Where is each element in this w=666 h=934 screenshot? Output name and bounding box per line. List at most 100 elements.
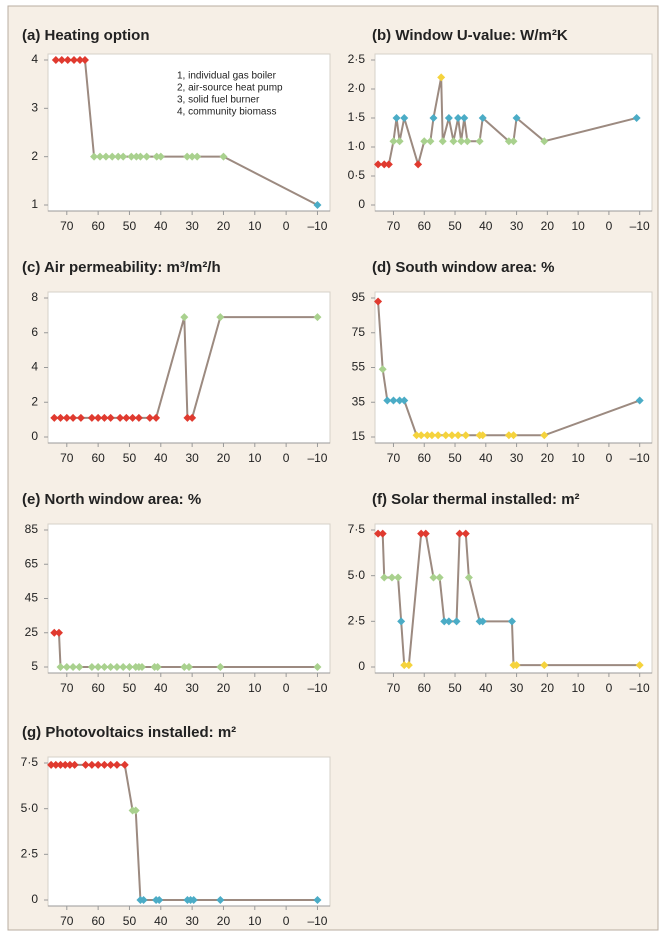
data-point xyxy=(414,160,423,169)
y-tick-label: 0 xyxy=(358,659,365,673)
data-point xyxy=(475,137,484,146)
data-point xyxy=(116,413,125,422)
x-tick-label: 50 xyxy=(123,681,137,695)
data-point xyxy=(51,56,60,64)
data-point xyxy=(507,617,516,626)
x-tick-label: 70 xyxy=(387,681,401,695)
data-point xyxy=(438,137,447,146)
y-tick-label: 2·5 xyxy=(348,614,366,628)
data-point xyxy=(94,413,103,422)
x-tick-label: 50 xyxy=(123,914,137,928)
data-point xyxy=(478,617,487,626)
data-point xyxy=(461,529,470,538)
x-tick-label: 20 xyxy=(217,914,231,928)
x-tick-label: 0 xyxy=(283,914,290,928)
data-point xyxy=(108,152,117,161)
x-tick-label: 10 xyxy=(248,914,262,928)
y-tick-label: 0 xyxy=(358,197,365,211)
data-point xyxy=(441,431,450,440)
data-point xyxy=(478,114,487,122)
x-tick-label: 60 xyxy=(418,219,432,233)
data-point xyxy=(183,152,192,161)
data-point xyxy=(80,56,89,64)
data-point xyxy=(188,413,197,422)
x-tick-label: 40 xyxy=(154,681,168,695)
x-tick-label: 20 xyxy=(541,681,555,695)
data-point xyxy=(420,137,429,146)
data-point xyxy=(540,661,549,670)
data-point xyxy=(216,313,225,322)
x-tick-label: 70 xyxy=(60,451,74,465)
data-point xyxy=(387,573,396,582)
x-tick-label: 0 xyxy=(606,219,613,233)
data-point xyxy=(57,56,66,64)
data-point xyxy=(461,431,470,440)
data-point xyxy=(313,313,322,322)
data-point xyxy=(65,760,74,769)
data-point xyxy=(395,396,404,405)
data-point xyxy=(132,152,141,161)
data-point xyxy=(447,431,456,440)
x-tick-label: –10 xyxy=(307,219,327,233)
data-point xyxy=(464,573,473,582)
data-point xyxy=(125,663,134,671)
data-point xyxy=(429,114,438,122)
data-point xyxy=(75,56,84,64)
x-tick-label: 30 xyxy=(510,681,524,695)
x-tick-label: 70 xyxy=(60,219,74,233)
data-point xyxy=(412,431,421,440)
data-point xyxy=(374,529,383,538)
annotation: 2, air-source heat pump xyxy=(177,83,283,94)
data-point xyxy=(423,431,432,440)
data-point xyxy=(106,413,115,422)
x-tick-label: –10 xyxy=(630,681,650,695)
plot-area xyxy=(47,53,331,212)
data-point xyxy=(313,663,322,671)
x-tick-label: 50 xyxy=(123,219,137,233)
y-tick-label: 5·0 xyxy=(348,568,366,582)
data-point xyxy=(383,396,392,405)
data-point xyxy=(122,413,131,422)
data-point xyxy=(395,137,404,146)
data-point xyxy=(392,114,401,122)
data-point xyxy=(63,56,72,64)
data-point xyxy=(62,663,71,671)
data-point xyxy=(138,663,146,671)
data-point xyxy=(106,663,115,671)
y-tick-label: 95 xyxy=(352,290,366,304)
data-point xyxy=(139,896,148,904)
data-point xyxy=(219,152,228,161)
x-tick-label: –10 xyxy=(307,681,327,695)
annotation: 4, community biomass xyxy=(177,107,276,118)
y-tick-label: 1·5 xyxy=(348,110,366,124)
y-tick-label: 5·0 xyxy=(21,801,39,815)
y-tick-label: 2·0 xyxy=(348,81,366,95)
y-tick-label: 55 xyxy=(352,360,366,374)
x-tick-label: –10 xyxy=(630,219,650,233)
data-point xyxy=(374,160,383,169)
data-point xyxy=(455,529,464,538)
x-tick-label: 40 xyxy=(479,219,493,233)
data-point xyxy=(378,529,387,538)
data-point xyxy=(87,413,96,422)
panel-title: (a) Heating option xyxy=(22,27,150,44)
data-point xyxy=(389,396,398,405)
data-point xyxy=(183,413,192,422)
x-tick-label: 40 xyxy=(154,451,168,465)
data-point xyxy=(389,137,398,146)
annotation: 3, solid fuel burner xyxy=(177,95,260,106)
data-point xyxy=(153,663,162,671)
data-point xyxy=(435,573,444,582)
x-tick-label: 10 xyxy=(248,681,262,695)
x-tick-label: 70 xyxy=(387,219,401,233)
x-tick-label: 20 xyxy=(541,451,555,465)
data-point xyxy=(374,297,383,306)
data-point xyxy=(106,760,115,769)
y-tick-label: 8 xyxy=(31,290,38,304)
data-point xyxy=(457,137,466,146)
data-point xyxy=(180,313,189,322)
data-point xyxy=(94,663,103,671)
y-tick-label: 0·5 xyxy=(348,168,366,182)
data-point xyxy=(128,413,137,422)
data-point xyxy=(397,617,406,626)
